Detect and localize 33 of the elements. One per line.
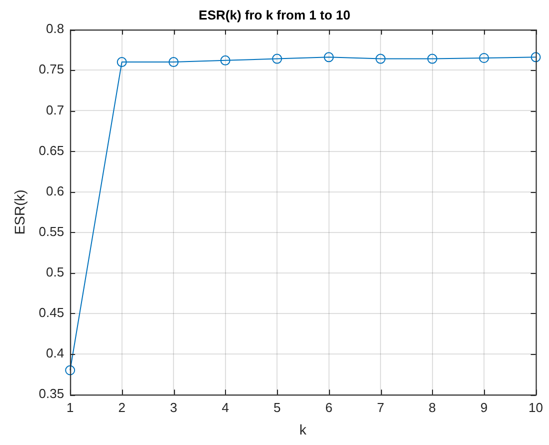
x-tick-label: 1 [66,400,74,415]
point [65,365,76,376]
x-tick-label: 6 [325,400,332,415]
y-tick-label: 0.55 [38,224,64,239]
x-tick-label: 8 [428,400,436,415]
x-tick-label: 2 [118,400,126,415]
chart-title: ESR(k) fro k from 1 to 10 [198,7,350,22]
point [116,57,127,68]
y-tick-label: 0.8 [46,21,64,36]
x-tick-label: 5 [273,400,281,415]
y-axis-title: ESR(k) [11,190,28,235]
point [324,52,334,62]
x-tick-label: 4 [222,400,229,415]
point [220,55,230,66]
x-axis-title: k [299,421,308,438]
y-tick-label: 0.45 [38,305,64,320]
point [272,54,282,64]
x-tick-label: 3 [170,400,178,415]
y-tick-label: 0.5 [46,264,64,280]
point [479,52,490,63]
point [168,57,179,68]
point [376,54,386,64]
y-tick-label: 0.65 [38,142,64,158]
x-tick-label: 10 [528,400,544,415]
point [530,52,541,62]
y-tick-label: 0.6 [46,183,64,198]
y-tick-label: 0.4 [46,346,64,361]
x-tick-label: 9 [480,400,488,415]
y-tick-label: 0.75 [38,62,64,77]
y-tick-label: 0.35 [38,386,64,402]
point [427,54,438,64]
x-tick-label: 7 [376,400,384,415]
y-tick-label: 0.7 [46,102,64,118]
